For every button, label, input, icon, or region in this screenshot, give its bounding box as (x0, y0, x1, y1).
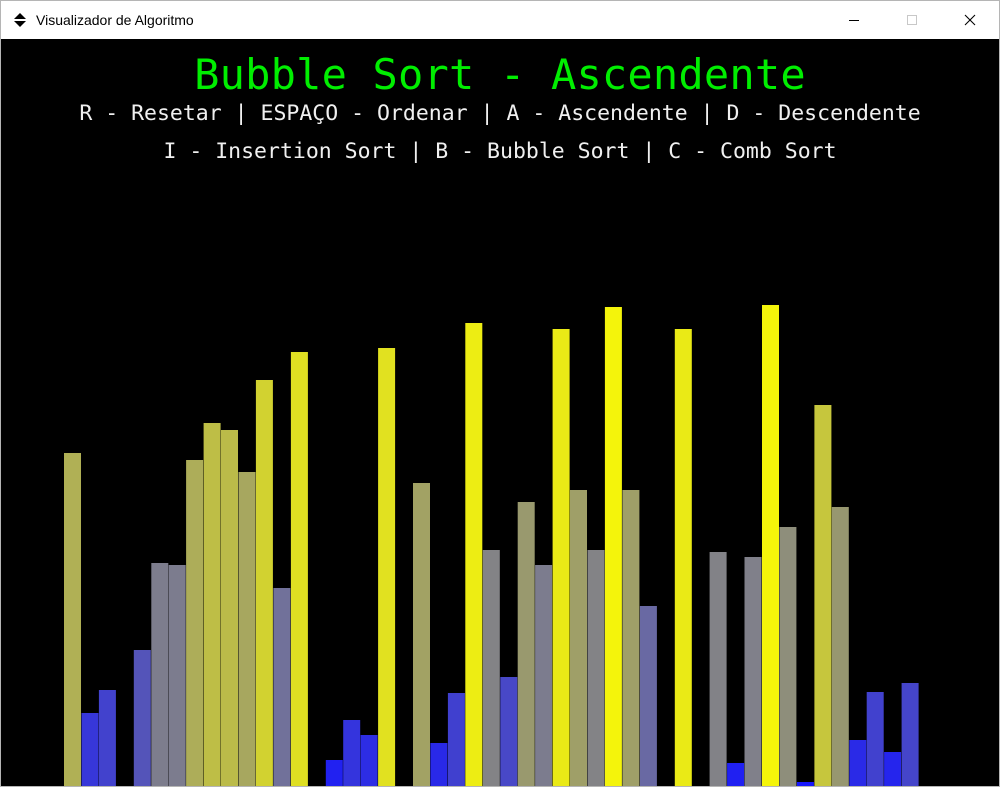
bar-5 (151, 563, 169, 786)
minimize-icon (849, 20, 859, 21)
bar-13 (290, 352, 308, 786)
bar-24 (482, 550, 500, 786)
bar-25 (500, 677, 518, 786)
bar-6 (168, 565, 186, 786)
bar-26 (517, 502, 535, 786)
help-line-algorithms: I - Insertion Sort | B - Bubble Sort | C… (163, 139, 837, 164)
bar-9 (221, 430, 238, 786)
bar-33 (639, 606, 657, 786)
minimize-button[interactable] (825, 1, 883, 39)
bar-chart (64, 305, 919, 786)
bar-43 (814, 405, 832, 786)
help-line-controls: R - Resetar | ESPAÇO - Ordenar | A - Asc… (79, 101, 921, 126)
bar-21 (430, 743, 448, 786)
bar-0 (64, 453, 81, 786)
bar-7 (186, 460, 204, 786)
bar-22 (447, 693, 465, 786)
bar-2 (98, 690, 116, 786)
bar-38 (727, 763, 745, 786)
bar-11 (255, 380, 273, 786)
bar-46 (866, 692, 884, 786)
bar-37 (709, 552, 727, 786)
up-down-arrows-icon (13, 12, 27, 28)
close-button[interactable] (941, 1, 999, 39)
bar-17 (360, 735, 378, 786)
bar-23 (465, 323, 483, 786)
bar-30 (587, 550, 605, 786)
bar-28 (552, 329, 570, 786)
bar-42 (796, 782, 814, 786)
bar-39 (744, 557, 762, 786)
bar-20 (413, 483, 430, 786)
bar-47 (884, 752, 902, 786)
bar-16 (343, 720, 361, 786)
bar-4 (133, 650, 151, 786)
maximize-button[interactable] (883, 1, 941, 39)
visualizer-canvas[interactable]: Bubble Sort - Ascendente R - Resetar | E… (1, 39, 999, 786)
bar-8 (203, 423, 221, 786)
title-bar[interactable]: Visualizador de Algoritmo (1, 1, 999, 39)
bar-48 (901, 683, 919, 786)
bar-35 (674, 329, 692, 786)
bar-18 (378, 348, 396, 786)
window-title: Visualizador de Algoritmo (36, 12, 194, 28)
bar-12 (273, 588, 291, 786)
bar-31 (604, 307, 622, 786)
close-icon (964, 14, 976, 26)
bar-45 (849, 740, 867, 786)
bar-40 (762, 305, 779, 786)
bar-1 (81, 713, 99, 786)
bar-41 (779, 527, 797, 786)
bar-29 (570, 490, 587, 786)
bar-10 (238, 472, 256, 786)
bar-27 (535, 565, 553, 786)
bar-32 (622, 490, 640, 786)
maximize-icon (907, 15, 917, 25)
bar-44 (831, 507, 849, 786)
algorithm-title: Bubble Sort - Ascendente (194, 50, 806, 99)
bar-15 (325, 760, 343, 786)
